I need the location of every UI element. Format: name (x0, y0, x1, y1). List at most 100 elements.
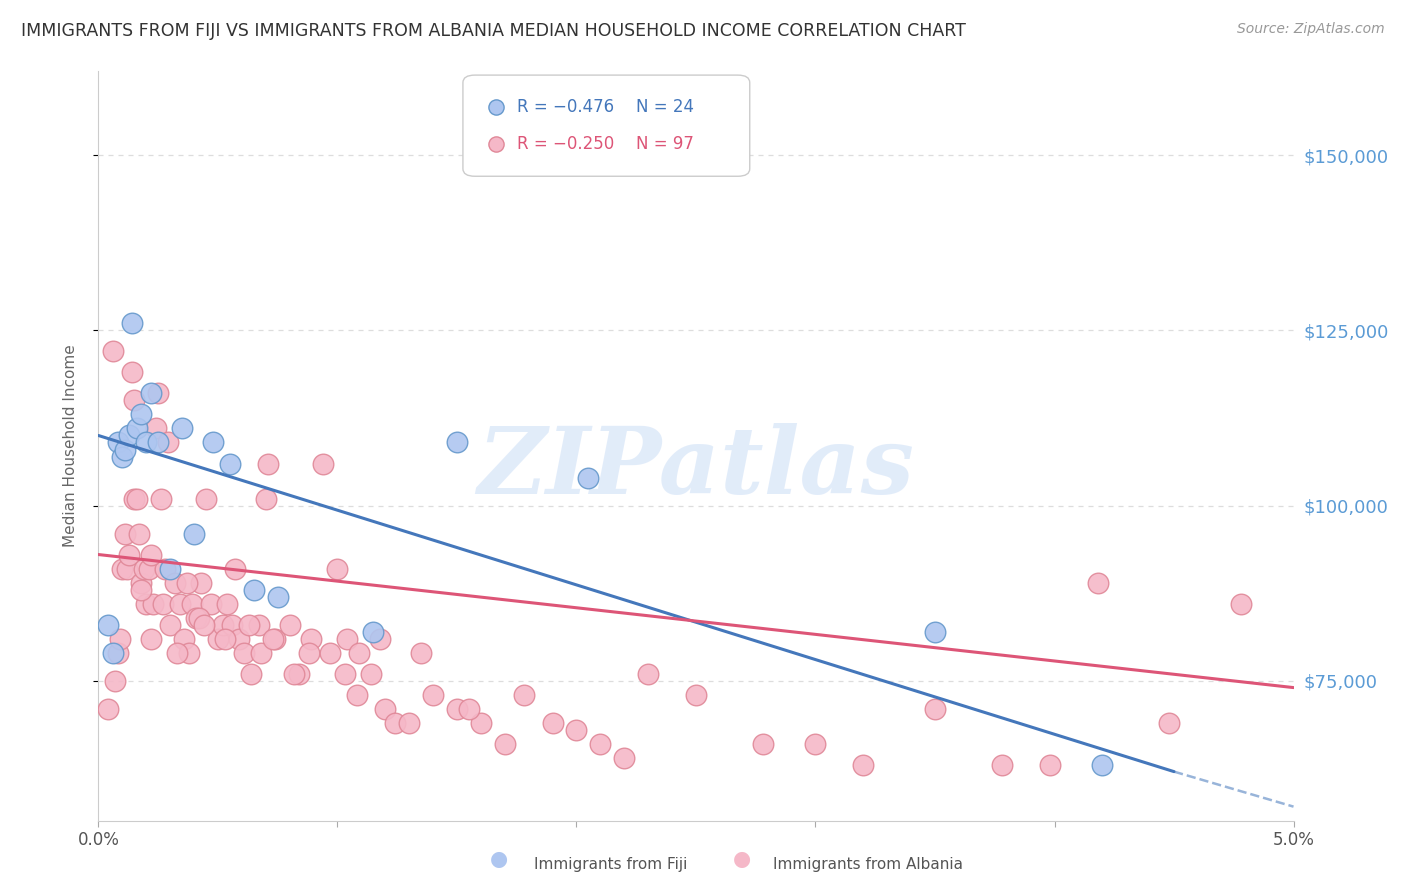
Point (319, 646, 342, 660)
Point (363, 624, 385, 639)
Point (125, 421, 148, 435)
Point (224, 561, 246, 575)
Point (193, 617, 215, 632)
FancyBboxPatch shape (463, 75, 749, 177)
Point (326, 561, 349, 575)
Point (1230, 597, 1253, 611)
Point (240, 666, 263, 681)
Point (155, 561, 177, 575)
Point (288, 666, 311, 681)
Point (1039, 757, 1062, 772)
Point (107, 435, 129, 450)
Point (97, 701, 120, 715)
Point (131, 582, 153, 597)
Point (991, 757, 1014, 772)
Point (200, 597, 222, 611)
Point (217, 597, 239, 611)
Point (852, 757, 875, 772)
Point (179, 646, 201, 660)
Point (513, 688, 536, 702)
Point (159, 617, 181, 632)
Point (169, 597, 191, 611)
Text: ZIPatlas: ZIPatlas (478, 424, 914, 514)
Point (135, 597, 157, 611)
Point (104, 673, 127, 688)
Point (336, 632, 359, 646)
Point (124, 491, 146, 506)
Point (139, 632, 162, 646)
Point (613, 750, 636, 764)
Point (125, 491, 148, 506)
Text: R = −0.476: R = −0.476 (517, 98, 614, 116)
Point (221, 617, 243, 632)
Point (1091, 757, 1114, 772)
Point (752, 737, 775, 751)
Point (924, 701, 946, 715)
Point (264, 632, 287, 646)
Point (494, 737, 516, 751)
Point (254, 491, 277, 506)
Point (186, 610, 208, 624)
Point (195, 491, 218, 506)
Point (121, 366, 143, 380)
Point (458, 701, 481, 715)
Point (163, 575, 186, 590)
Point (924, 624, 946, 639)
Point (149, 491, 172, 506)
Point (173, 632, 195, 646)
Point (131, 575, 153, 590)
Point (131, 408, 153, 422)
Point (118, 548, 141, 562)
Point (172, 421, 194, 435)
Point (219, 457, 242, 471)
Point (142, 597, 165, 611)
Point (283, 666, 305, 681)
Point (128, 526, 150, 541)
Point (299, 632, 322, 646)
Point (101, 344, 124, 359)
Text: ●: ● (491, 849, 508, 869)
Point (257, 457, 280, 471)
Point (115, 561, 138, 575)
Point (114, 442, 136, 457)
Text: Source: ZipAtlas.com: Source: ZipAtlas.com (1237, 22, 1385, 37)
Point (228, 632, 250, 646)
Text: Immigrants from Fiji: Immigrants from Fiji (534, 857, 688, 872)
Point (278, 617, 301, 632)
Point (114, 526, 136, 541)
Point (118, 428, 141, 442)
Point (107, 646, 129, 660)
Text: IMMIGRANTS FROM FIJI VS IMMIGRANTS FROM ALBANIA MEDIAN HOUSEHOLD INCOME CORRELAT: IMMIGRANTS FROM FIJI VS IMMIGRANTS FROM … (21, 22, 966, 40)
Point (183, 526, 205, 541)
Point (370, 632, 392, 646)
Y-axis label: Median Household Income: Median Household Income (63, 344, 77, 548)
Point (333, 666, 356, 681)
Point (148, 435, 170, 450)
Point (132, 561, 155, 575)
Point (250, 646, 273, 660)
Point (214, 632, 236, 646)
Point (243, 582, 266, 597)
Point (411, 646, 433, 660)
Point (685, 688, 707, 702)
Point (589, 737, 612, 751)
Text: R = −0.250: R = −0.250 (517, 135, 614, 153)
Point (374, 701, 396, 715)
Point (804, 737, 827, 751)
Point (135, 435, 157, 450)
Point (541, 715, 564, 730)
Point (156, 435, 179, 450)
Text: Immigrants from Albania: Immigrants from Albania (773, 857, 963, 872)
Point (108, 632, 131, 646)
Point (1159, 715, 1181, 730)
Point (187, 610, 209, 624)
Point (470, 715, 492, 730)
Text: N = 24: N = 24 (637, 98, 695, 116)
Point (446, 701, 468, 715)
Point (238, 617, 260, 632)
Point (398, 715, 420, 730)
Point (139, 386, 162, 401)
Point (202, 435, 225, 450)
Point (312, 457, 335, 471)
Point (1087, 575, 1109, 590)
